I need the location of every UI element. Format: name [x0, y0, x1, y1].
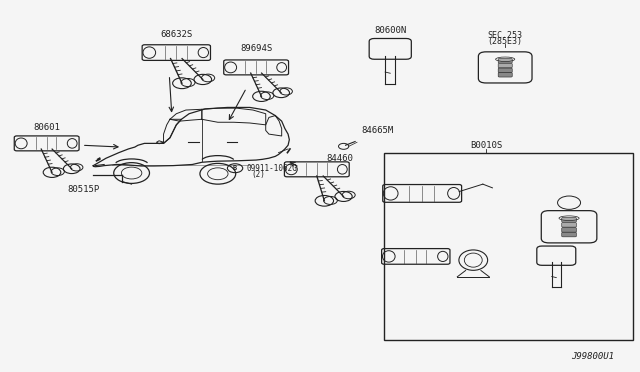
- Text: 68632S: 68632S: [160, 29, 193, 39]
- Text: 80515P: 80515P: [68, 185, 100, 194]
- FancyBboxPatch shape: [562, 222, 577, 227]
- FancyBboxPatch shape: [498, 63, 512, 68]
- Text: J99800U1: J99800U1: [571, 352, 614, 361]
- Text: SEC.253: SEC.253: [488, 31, 523, 41]
- FancyBboxPatch shape: [562, 218, 577, 222]
- Text: 84665M: 84665M: [362, 126, 394, 135]
- Text: (2): (2): [252, 170, 266, 179]
- Text: 80601: 80601: [33, 123, 60, 132]
- Text: 89694S: 89694S: [240, 44, 272, 53]
- Text: 80600N: 80600N: [374, 26, 406, 35]
- FancyBboxPatch shape: [498, 58, 512, 63]
- Text: B0010S: B0010S: [470, 141, 502, 151]
- Text: 09911-1062G: 09911-1062G: [246, 164, 298, 173]
- Text: 84460: 84460: [326, 154, 353, 163]
- Text: B: B: [233, 165, 237, 171]
- Bar: [384, 153, 633, 340]
- FancyBboxPatch shape: [562, 232, 577, 237]
- FancyBboxPatch shape: [498, 68, 512, 73]
- FancyBboxPatch shape: [498, 73, 512, 77]
- FancyBboxPatch shape: [562, 228, 577, 232]
- Text: (285E3): (285E3): [488, 37, 523, 46]
